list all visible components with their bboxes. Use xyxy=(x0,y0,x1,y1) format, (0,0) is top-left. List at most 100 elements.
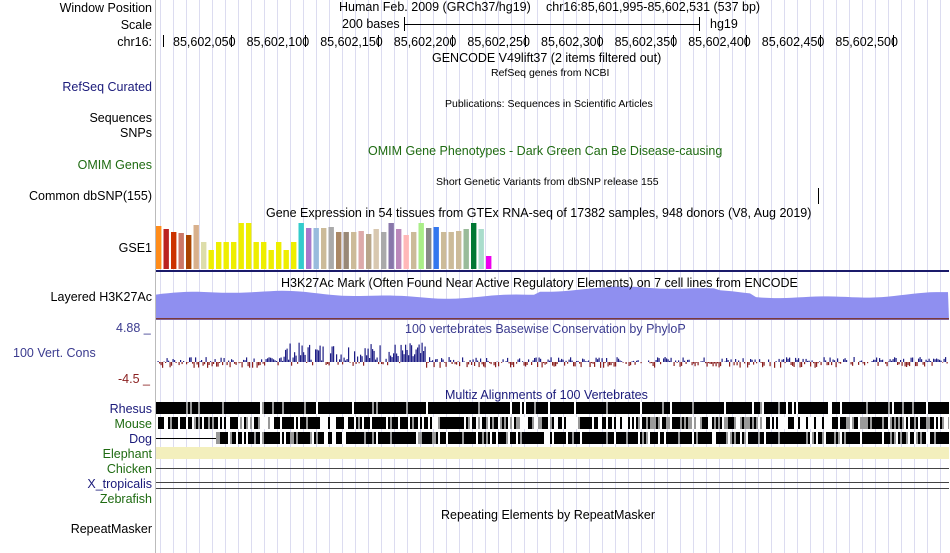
alignment-block xyxy=(920,417,922,429)
gtex-tissue-bar[interactable] xyxy=(223,242,229,269)
cons-value-bar xyxy=(922,362,924,365)
h3k27ac-track-label[interactable]: Layered H3K27Ac xyxy=(50,290,152,304)
cons-value-bar xyxy=(390,355,392,362)
gtex-tissue-bar[interactable] xyxy=(366,234,372,269)
gtex-tissue-bar[interactable] xyxy=(448,232,454,269)
cons-phylop-signal[interactable] xyxy=(156,336,949,390)
ruler-tick xyxy=(304,35,306,47)
cons-track-label[interactable]: 100 Vert. Cons xyxy=(13,346,96,360)
alignment-block xyxy=(782,417,784,429)
alignment-block xyxy=(286,432,288,444)
gtex-tissue-bar[interactable] xyxy=(268,250,274,269)
gtex-tissue-bar[interactable] xyxy=(403,235,409,269)
gtex-tissue-bar[interactable] xyxy=(283,250,289,269)
gtex-tissue-bar[interactable] xyxy=(441,232,447,269)
alignment-block xyxy=(604,402,606,414)
gtex-tissue-bar[interactable] xyxy=(336,232,342,269)
gtex-tissue-bar[interactable] xyxy=(306,228,312,269)
snps-track-label[interactable]: SNPs xyxy=(120,126,152,140)
alignment-block xyxy=(712,417,714,429)
alignment-block xyxy=(704,432,706,444)
cons-value-bar xyxy=(510,362,512,368)
gtex-tissue-bar[interactable] xyxy=(201,242,207,269)
alignment-block xyxy=(538,432,540,444)
dbsnp-track-label[interactable]: Common dbSNP(155) xyxy=(29,189,152,203)
alignment-block xyxy=(308,417,310,429)
gtex-tissue-bar[interactable] xyxy=(261,242,267,269)
gtex-tissue-bar[interactable] xyxy=(291,242,297,269)
gtex-track-label[interactable]: GSE1 xyxy=(118,241,152,255)
gtex-tissue-bar[interactable] xyxy=(208,250,214,269)
gtex-tissue-bar[interactable] xyxy=(478,229,484,269)
gtex-tissue-bar[interactable] xyxy=(418,223,424,269)
refseq-track-label[interactable]: RefSeq Curated xyxy=(62,80,152,94)
grid-line xyxy=(758,0,759,553)
gtex-tissue-bar[interactable] xyxy=(178,233,184,269)
alignment-block xyxy=(376,417,378,429)
gtex-tissue-bar[interactable] xyxy=(396,229,402,269)
grid-line xyxy=(251,0,252,553)
gtex-tissue-bar[interactable] xyxy=(373,229,379,269)
gtex-expression-chart[interactable] xyxy=(156,222,536,270)
publications-track-label[interactable]: Sequences xyxy=(89,111,152,125)
cons-track-title: 100 vertebrates Basewise Conservation by… xyxy=(405,322,686,336)
gtex-tissue-bar[interactable] xyxy=(231,242,237,269)
gtex-tissue-bar[interactable] xyxy=(193,225,199,269)
gtex-tissue-bar[interactable] xyxy=(171,232,177,269)
alignment-block xyxy=(538,402,540,414)
gtex-tissue-bar[interactable] xyxy=(276,242,282,269)
alignment-block xyxy=(626,432,628,444)
gtex-tissue-bar[interactable] xyxy=(411,232,417,269)
species-label-x_tropicalis[interactable]: X_tropicalis xyxy=(87,477,152,491)
gtex-tissue-bar[interactable] xyxy=(253,242,259,269)
gtex-tissue-bar[interactable] xyxy=(298,223,304,269)
species-label-zebrafish[interactable]: Zebrafish xyxy=(99,492,152,506)
repeatmasker-track-label[interactable]: RepeatMasker xyxy=(70,522,152,536)
omim-track-label[interactable]: OMIM Genes xyxy=(77,158,152,172)
gtex-tissue-bar[interactable] xyxy=(486,256,492,269)
gtex-tissue-bar[interactable] xyxy=(388,223,394,269)
gtex-tissue-bar[interactable] xyxy=(381,232,387,269)
alignment-block xyxy=(528,402,530,414)
gtex-tissue-bar[interactable] xyxy=(343,232,349,269)
alignment-block xyxy=(556,402,558,414)
gtex-tissue-bar[interactable] xyxy=(163,229,169,269)
alignment-block xyxy=(808,402,810,414)
alignment-block xyxy=(708,417,710,429)
gtex-tissue-bar[interactable] xyxy=(216,242,222,269)
cons-value-bar xyxy=(376,357,378,362)
gtex-tissue-bar[interactable] xyxy=(321,228,327,269)
gtex-tissue-bar[interactable] xyxy=(156,226,162,269)
alignment-block xyxy=(680,432,682,444)
ruler-tick xyxy=(746,35,748,47)
gtex-tissue-bar[interactable] xyxy=(426,228,432,269)
gtex-tissue-bar[interactable] xyxy=(471,223,477,269)
species-label-chicken[interactable]: Chicken xyxy=(106,462,152,476)
gtex-tissue-bar[interactable] xyxy=(313,228,319,269)
cons-value-bar xyxy=(738,360,740,362)
species-label-dog[interactable]: Dog xyxy=(129,432,152,446)
alignment-block xyxy=(528,417,530,429)
gtex-tissue-bar[interactable] xyxy=(456,231,462,269)
alignment-block xyxy=(716,402,718,414)
gtex-tissue-bar[interactable] xyxy=(433,227,439,269)
gtex-tissue-bar[interactable] xyxy=(358,231,364,269)
cons-value-bar xyxy=(382,362,384,365)
species-label-mouse[interactable]: Mouse xyxy=(114,417,152,431)
alignment-block xyxy=(352,402,354,414)
cons-value-bar xyxy=(778,358,780,362)
h3k27ac-signal[interactable] xyxy=(156,272,949,322)
gtex-tissue-bar[interactable] xyxy=(351,232,357,269)
gtex-tissue-bar[interactable] xyxy=(238,223,244,269)
cons-value-bar xyxy=(612,362,614,363)
multiz-alignments[interactable] xyxy=(156,402,949,492)
dbsnp-variant-marker[interactable] xyxy=(818,188,819,204)
alignment-block xyxy=(696,417,698,429)
gtex-tissue-bar[interactable] xyxy=(328,227,334,269)
species-label-elephant[interactable]: Elephant xyxy=(102,447,152,461)
gtex-tissue-bar[interactable] xyxy=(246,223,252,269)
gtex-tissue-bar[interactable] xyxy=(463,229,469,269)
species-label-rhesus[interactable]: Rhesus xyxy=(109,402,152,416)
gtex-tissue-bar[interactable] xyxy=(186,235,192,269)
